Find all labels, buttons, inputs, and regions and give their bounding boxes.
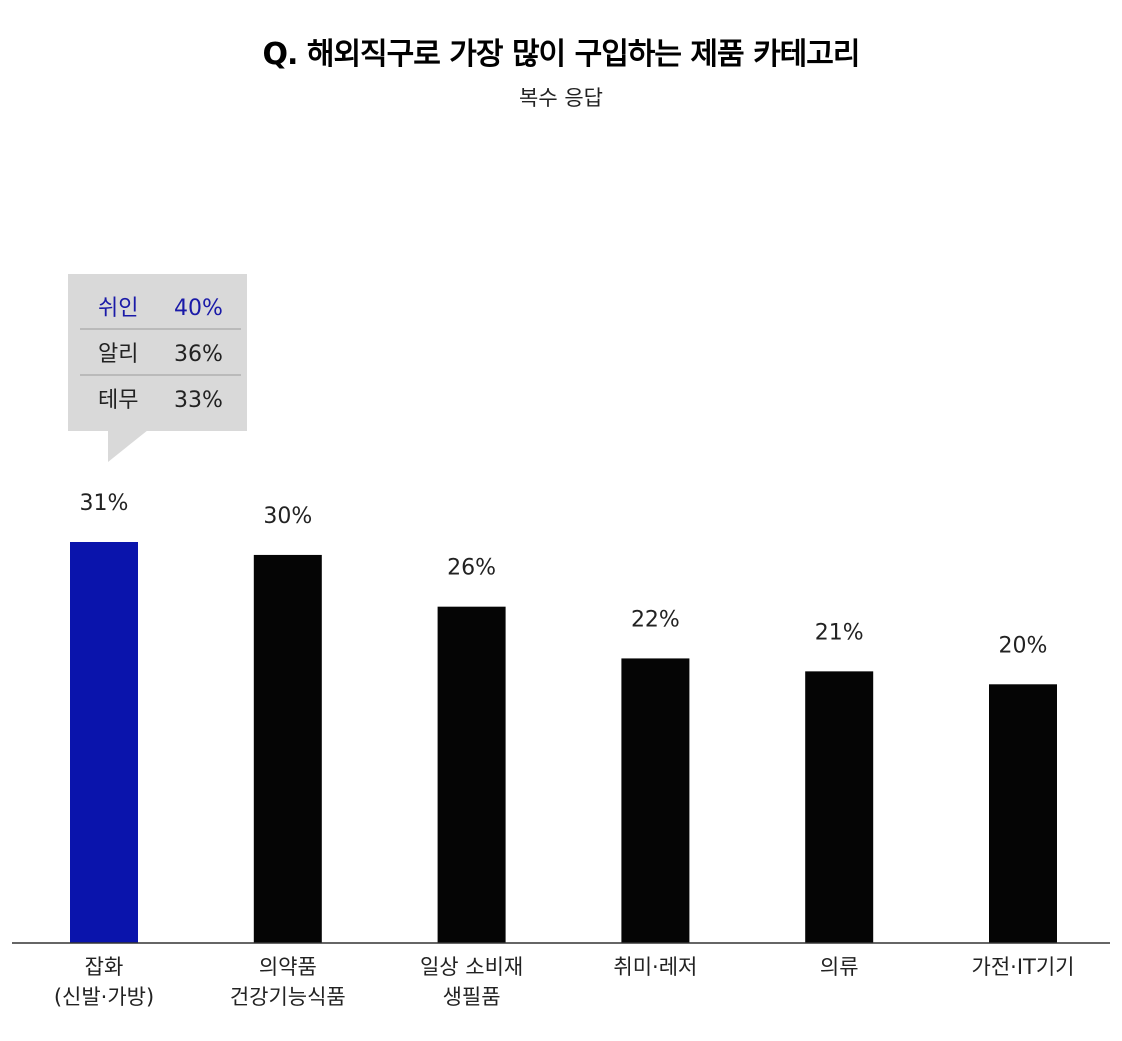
callout-value-1: 36% — [174, 342, 223, 367]
breakdown-callout: 쉬인 40% 알리 36% 테무 33% — [68, 274, 247, 462]
bar-1 — [253, 554, 322, 943]
value-label-3: 22% — [631, 607, 680, 632]
chart-subtitle: 복수 응답 — [519, 86, 603, 110]
bar-0 — [70, 542, 138, 943]
bar-5 — [989, 684, 1057, 943]
bar-3 — [621, 658, 690, 943]
category-label-0-0: 잡화 — [85, 955, 124, 979]
value-label-1: 30% — [263, 504, 312, 529]
callout-box — [68, 274, 247, 431]
category-label-2-1: 생필품 — [443, 985, 501, 1009]
value-label-5: 20% — [999, 633, 1048, 658]
category-label-5-0: 가전·IT기기 — [972, 955, 1075, 979]
bar-4 — [805, 671, 874, 943]
chart-title: Q. 해외직구로 가장 많이 구입하는 제품 카테고리 — [263, 37, 860, 72]
value-label-4: 21% — [815, 620, 864, 645]
callout-value-0: 40% — [174, 296, 223, 321]
category-label-0-1: (신발·가방) — [54, 985, 154, 1009]
bar-2 — [437, 606, 506, 943]
callout-name-0: 쉬인 — [98, 296, 138, 321]
callout-pointer — [108, 430, 148, 462]
category-label-4-0: 의류 — [820, 955, 859, 979]
category-label-2-0: 일상 소비재 — [420, 955, 523, 979]
callout-name-1: 알리 — [98, 342, 138, 367]
category-label-1-1: 건강기능식품 — [230, 985, 346, 1009]
value-label-0: 31% — [80, 491, 129, 516]
callout-name-2: 테무 — [98, 388, 138, 413]
category-label-1-0: 의약품 — [259, 955, 317, 979]
value-label-2: 26% — [447, 556, 496, 581]
category-label-3-0: 취미·레저 — [613, 955, 697, 979]
callout-value-2: 33% — [174, 388, 223, 413]
